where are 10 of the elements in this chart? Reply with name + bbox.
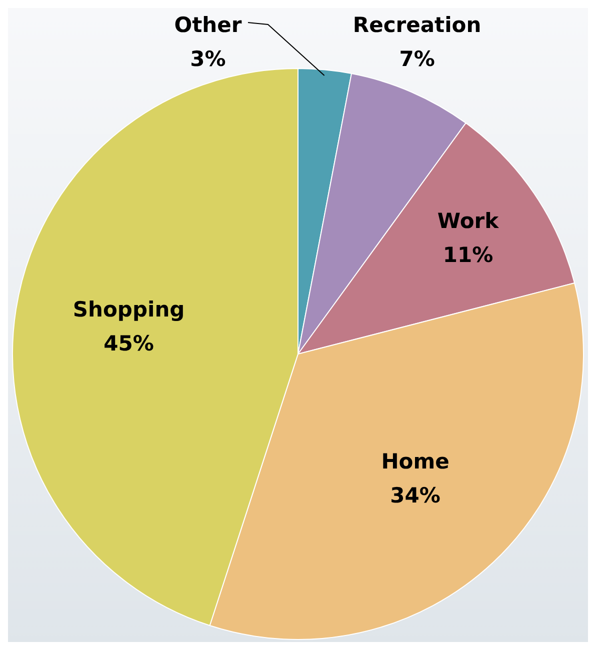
slice-label: Work	[437, 208, 500, 233]
data-label: 11%	[442, 242, 494, 267]
data-label: 34%	[390, 483, 440, 508]
slice-label: Home	[381, 449, 450, 474]
data-label: 3%	[190, 46, 226, 71]
data-label: 7%	[399, 46, 435, 71]
slice-label: Shopping	[72, 298, 185, 322]
slice-label: Other	[174, 12, 242, 37]
slice-label: Recreation	[352, 12, 482, 37]
data-label: 45%	[104, 332, 154, 356]
